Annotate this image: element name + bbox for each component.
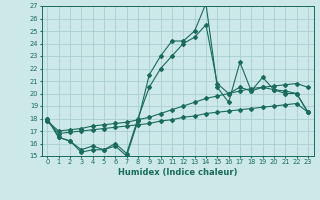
X-axis label: Humidex (Indice chaleur): Humidex (Indice chaleur) [118, 168, 237, 177]
